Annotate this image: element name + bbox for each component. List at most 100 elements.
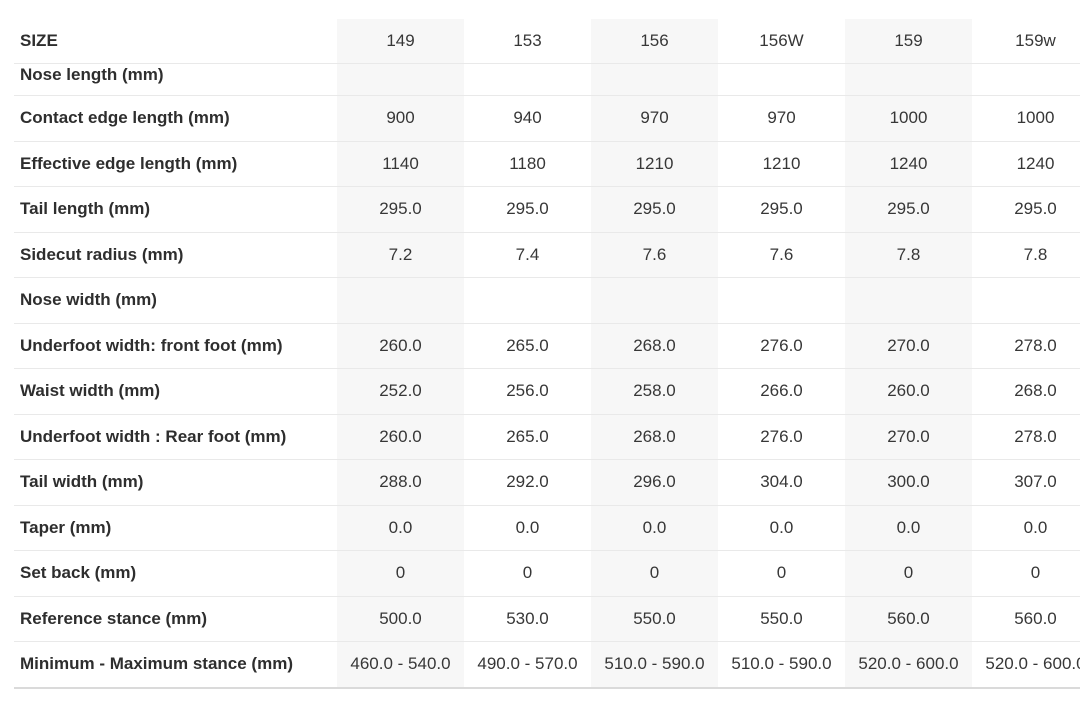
cell-value: 258.0 [591,369,718,414]
cell-value [337,64,464,95]
cell-value: 1210 [762,153,801,173]
cell-value [591,278,718,323]
table-row: Tail width (mm) 288.0 292.0 296.0 304.0 … [14,459,1080,505]
cell-value [972,64,1080,95]
cell-value: 296.0 [591,460,718,505]
table-row: Nose width (mm) [14,277,1080,323]
cell-value: 0 [1030,563,1041,583]
cell-value: 295.0 [1014,199,1057,219]
cell-value: 0 [337,551,464,596]
table-row: Effective edge length (mm) 1140 1180 121… [14,140,1080,186]
table-row: Minimum - Maximum stance (mm) 460.0 - 54… [14,641,1080,687]
header-cell-size: SIZE [20,31,58,50]
cell-value: 550.0 [760,608,803,628]
cell-value [845,278,972,323]
row-label: Tail length (mm) [20,199,151,219]
table-row: Underfoot width: front foot (mm) 260.0 2… [14,322,1080,368]
cell-value: 276.0 [760,426,803,446]
cell-value: 270.0 [845,323,972,368]
header-cell-156: 156 [591,19,718,63]
row-label: Reference stance (mm) [20,608,208,628]
cell-value: 295.0 [845,187,972,232]
cell-value: 520.0 - 600.0 [985,654,1080,674]
cell-value: 0.0 [337,505,464,550]
cell-value: 1000 [845,96,972,141]
cell-value: 0.0 [769,517,794,537]
cell-value: 0.0 [515,517,540,537]
table-row: Reference stance (mm) 500.0 530.0 550.0 … [14,595,1080,641]
row-label: Effective edge length (mm) [20,153,238,173]
cell-value: 295.0 [506,199,549,219]
cell-value: 268.0 [1014,381,1057,401]
cell-value: 260.0 [337,414,464,459]
table-row: Sidecut radius (mm) 7.2 7.4 7.6 7.6 7.8 … [14,231,1080,277]
cell-value: 7.8 [1023,244,1048,264]
row-label: Tail width (mm) [20,472,144,492]
cell-value [591,64,718,95]
cell-value: 0 [591,551,718,596]
header-cell-156w: 156W [759,31,804,50]
cell-value: 7.6 [769,244,794,264]
row-label: Taper (mm) [20,517,112,537]
cell-value: 295.0 [591,187,718,232]
cell-value: 460.0 - 540.0 [337,642,464,687]
cell-value: 550.0 [591,596,718,641]
cell-value: 266.0 [760,381,803,401]
cell-value: 278.0 [1014,335,1057,355]
header-cell-149: 149 [337,19,464,63]
cell-value: 970 [767,108,796,128]
cell-value: 7.8 [845,232,972,277]
cell-value: 1240 [1016,153,1055,173]
cell-value: 1240 [845,141,972,186]
cell-value: 295.0 [760,199,803,219]
cell-value [718,278,845,323]
cell-value: 0.0 [1023,517,1048,537]
row-label: Nose width (mm) [20,290,157,310]
row-label: Sidecut radius (mm) [20,244,184,264]
cell-value: 278.0 [1014,426,1057,446]
cell-value: 292.0 [506,472,549,492]
cell-value: 276.0 [760,335,803,355]
cell-value: 270.0 [845,414,972,459]
row-label: Waist width (mm) [20,381,161,401]
table-body: Nose length (mm) Contact edge length (mm… [14,63,1080,687]
cell-value: 1210 [591,141,718,186]
header-cell-159: 159 [845,19,972,63]
cell-value: 288.0 [337,460,464,505]
cell-value [337,278,464,323]
cell-value: 265.0 [506,335,549,355]
table-row: Waist width (mm) 252.0 256.0 258.0 266.0… [14,368,1080,414]
cell-value: 490.0 - 570.0 [477,654,578,674]
cell-value: 500.0 [337,596,464,641]
cell-value: 256.0 [506,381,549,401]
cell-value: 0 [522,563,533,583]
cell-value: 300.0 [845,460,972,505]
cell-value: 260.0 [845,369,972,414]
cell-value: 560.0 [1014,608,1057,628]
cell-value: 0.0 [845,505,972,550]
row-label: Underfoot width: front foot (mm) [20,335,283,355]
cell-value [464,64,591,95]
cell-value: 530.0 [506,608,549,628]
cell-value [718,64,845,95]
cell-value: 0 [776,563,787,583]
header-cell-153: 153 [513,31,542,50]
cell-value: 900 [337,96,464,141]
table-row: Nose length (mm) [14,63,1080,95]
cell-value: 7.4 [515,244,540,264]
spec-table: SIZE 149 153 156 156W 159 159w Nose leng… [14,19,1080,689]
row-label: Minimum - Maximum stance (mm) [20,654,293,674]
cell-value [972,278,1080,323]
row-label: Nose length (mm) [20,65,164,84]
cell-value: 265.0 [506,426,549,446]
cell-value: 1180 [509,153,546,173]
row-label: Set back (mm) [20,563,137,583]
cell-value: 304.0 [760,472,803,492]
cell-value: 520.0 - 600.0 [845,642,972,687]
cell-value: 1000 [1016,108,1055,128]
cell-value: 268.0 [591,414,718,459]
row-label: Contact edge length (mm) [20,108,230,128]
cell-value: 295.0 [337,187,464,232]
cell-value: 1140 [337,141,464,186]
